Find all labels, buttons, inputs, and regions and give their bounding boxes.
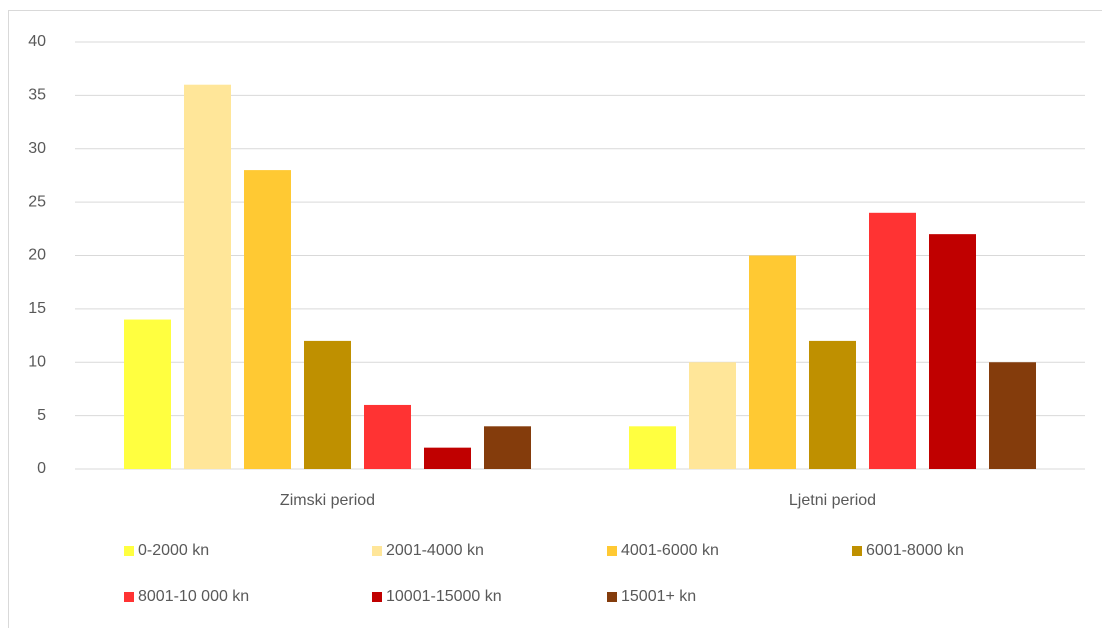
y-tick-label: 25 [28, 193, 46, 210]
y-tick-label: 30 [28, 140, 46, 157]
bar [424, 447, 471, 469]
bar [809, 340, 856, 469]
legend-swatch [372, 546, 382, 556]
legend-label: 4001-6000 kn [621, 542, 719, 559]
x-tick-label: Zimski period [280, 492, 375, 509]
bar [689, 362, 736, 469]
y-tick-label: 10 [28, 353, 46, 370]
chart-frame [8, 10, 1102, 628]
bar [989, 362, 1036, 469]
legend-label: 6001-8000 kn [866, 542, 964, 559]
bar [184, 84, 231, 469]
y-tick-label: 15 [28, 300, 46, 317]
legend-swatch [852, 546, 862, 556]
y-tick-label: 0 [37, 460, 46, 477]
bar [364, 404, 411, 469]
y-tick-label: 20 [28, 247, 46, 264]
bar [244, 170, 291, 469]
legend-label: 10001-15000 kn [386, 588, 502, 605]
legend-swatch [607, 546, 617, 556]
y-tick-label: 35 [28, 87, 46, 104]
bar [749, 255, 796, 469]
bar [304, 340, 351, 469]
x-tick-label: Ljetni period [789, 492, 876, 509]
bar [124, 319, 171, 469]
y-tick-label: 40 [28, 33, 46, 50]
legend-label: 15001+ kn [621, 588, 696, 605]
legend-label: 0-2000 kn [138, 542, 209, 559]
legend-swatch [607, 592, 617, 602]
y-tick-label: 5 [37, 407, 46, 424]
bar [629, 426, 676, 469]
legend-swatch [124, 546, 134, 556]
legend-swatch [124, 592, 134, 602]
bar [869, 212, 916, 470]
legend-label: 2001-4000 kn [386, 542, 484, 559]
legend-swatch [372, 592, 382, 602]
bar [484, 426, 531, 469]
bar [929, 234, 976, 469]
legend-label: 8001-10 000 kn [138, 588, 249, 605]
